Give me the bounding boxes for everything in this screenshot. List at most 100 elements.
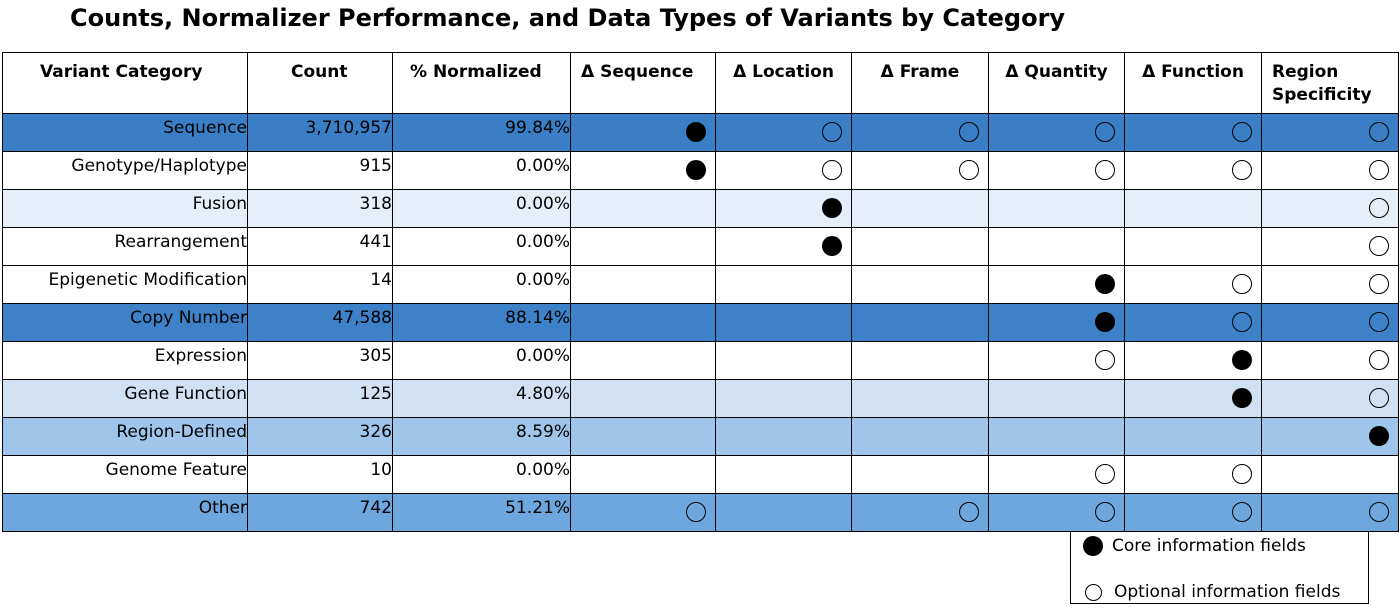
cell-delta-sequence: [570, 455, 716, 494]
open-circle-icon: [686, 502, 706, 522]
cell-delta-sequence: [570, 227, 716, 266]
cell-delta-quantity: [988, 303, 1125, 342]
cell-percent-normalized: 88.14%: [392, 303, 571, 342]
table-row: Rearrangement 441 0.00%: [2, 227, 1399, 266]
table-row: Genotype/Haplotype 915 0.00%: [2, 151, 1399, 190]
cell-delta-location: [715, 341, 852, 380]
filled-circle-icon: [822, 198, 842, 218]
cell-count: 305: [247, 341, 393, 380]
cell-delta-quantity: [988, 493, 1125, 532]
cell-region-specificity: [1261, 113, 1399, 152]
cell-variant-category: Rearrangement: [2, 227, 248, 266]
open-circle-icon: [959, 160, 979, 180]
cell-region-specificity: [1261, 417, 1399, 456]
filled-circle-icon: [1095, 274, 1115, 294]
cell-percent-normalized: 99.84%: [392, 113, 571, 152]
header-delta-quantity: Δ Quantity: [988, 52, 1125, 114]
cell-percent-normalized: 0.00%: [392, 227, 571, 266]
cell-delta-quantity: [988, 265, 1125, 304]
cell-count: 3,710,957: [247, 113, 393, 152]
open-circle-icon: [1369, 312, 1389, 332]
legend-core-label: Core information fields: [1112, 536, 1306, 556]
cell-variant-category: Copy Number: [2, 303, 248, 342]
filled-circle-icon: [822, 236, 842, 256]
cell-delta-function: [1124, 189, 1262, 228]
cell-count: 125: [247, 379, 393, 418]
cell-delta-location: [715, 493, 852, 532]
open-circle-icon: [822, 160, 842, 180]
cell-variant-category: Fusion: [2, 189, 248, 228]
cell-variant-category: Genome Feature: [2, 455, 248, 494]
open-circle-icon: [1095, 502, 1115, 522]
filled-circle-icon: [1232, 388, 1252, 408]
cell-delta-sequence: [570, 151, 716, 190]
cell-delta-sequence: [570, 417, 716, 456]
open-circle-icon: [1369, 274, 1389, 294]
open-circle-icon: [1232, 122, 1252, 142]
cell-region-specificity: [1261, 265, 1399, 304]
cell-delta-location: [715, 113, 852, 152]
cell-region-specificity: [1261, 341, 1399, 380]
cell-variant-category: Sequence: [2, 113, 248, 152]
cell-delta-frame: [851, 189, 989, 228]
open-circle-icon: [959, 502, 979, 522]
page-title: Counts, Normalizer Performance, and Data…: [70, 4, 1066, 32]
cell-delta-function: [1124, 151, 1262, 190]
header-region-specificity: Region Specificity: [1261, 52, 1399, 114]
cell-region-specificity: [1261, 379, 1399, 418]
cell-percent-normalized: 0.00%: [392, 265, 571, 304]
cell-delta-function: [1124, 113, 1262, 152]
open-circle-icon: [1369, 502, 1389, 522]
cell-variant-category: Epigenetic Modification: [2, 265, 248, 304]
cell-percent-normalized: 51.21%: [392, 493, 571, 532]
filled-circle-icon: [686, 122, 706, 142]
table-row: Fusion 318 0.00%: [2, 189, 1399, 228]
legend-optional: Optional information fields: [1083, 582, 1340, 602]
cell-delta-quantity: [988, 417, 1125, 456]
legend: Core information fields Optional informa…: [1070, 531, 1369, 604]
open-circle-icon: [1232, 502, 1252, 522]
header-delta-function: Δ Function: [1124, 52, 1262, 114]
cell-delta-sequence: [570, 341, 716, 380]
cell-count: 14: [247, 265, 393, 304]
cell-delta-location: [715, 265, 852, 304]
cell-count: 318: [247, 189, 393, 228]
cell-delta-function: [1124, 493, 1262, 532]
cell-delta-location: [715, 227, 852, 266]
open-circle-icon: [1095, 464, 1115, 484]
filled-circle-icon: [686, 160, 706, 180]
cell-region-specificity: [1261, 151, 1399, 190]
cell-region-specificity: [1261, 189, 1399, 228]
cell-delta-function: [1124, 227, 1262, 266]
header-variant-category: Variant Category: [2, 52, 248, 114]
cell-region-specificity: [1261, 227, 1399, 266]
open-circle-icon: [1095, 350, 1115, 370]
cell-percent-normalized: 0.00%: [392, 189, 571, 228]
cell-delta-quantity: [988, 341, 1125, 380]
open-circle-icon: [1369, 122, 1389, 142]
cell-delta-frame: [851, 265, 989, 304]
variant-table: Variant Category Count % Normalized Δ Se…: [2, 52, 1399, 532]
cell-delta-location: [715, 151, 852, 190]
cell-delta-frame: [851, 455, 989, 494]
table-row: Gene Function 125 4.80%: [2, 379, 1399, 418]
cell-region-specificity: [1261, 493, 1399, 532]
cell-delta-location: [715, 379, 852, 418]
cell-delta-quantity: [988, 189, 1125, 228]
legend-core: Core information fields: [1083, 536, 1306, 556]
open-circle-icon: [1095, 122, 1115, 142]
open-circle-icon: [1232, 312, 1252, 332]
cell-delta-sequence: [570, 303, 716, 342]
cell-delta-quantity: [988, 227, 1125, 266]
cell-count: 441: [247, 227, 393, 266]
cell-delta-function: [1124, 341, 1262, 380]
legend-optional-label: Optional information fields: [1114, 582, 1341, 602]
cell-delta-function: [1124, 303, 1262, 342]
cell-delta-frame: [851, 341, 989, 380]
cell-delta-frame: [851, 303, 989, 342]
cell-delta-location: [715, 455, 852, 494]
open-circle-icon: [1369, 388, 1389, 408]
open-circle-icon: [1085, 583, 1102, 601]
cell-region-specificity: [1261, 455, 1399, 494]
cell-delta-quantity: [988, 151, 1125, 190]
